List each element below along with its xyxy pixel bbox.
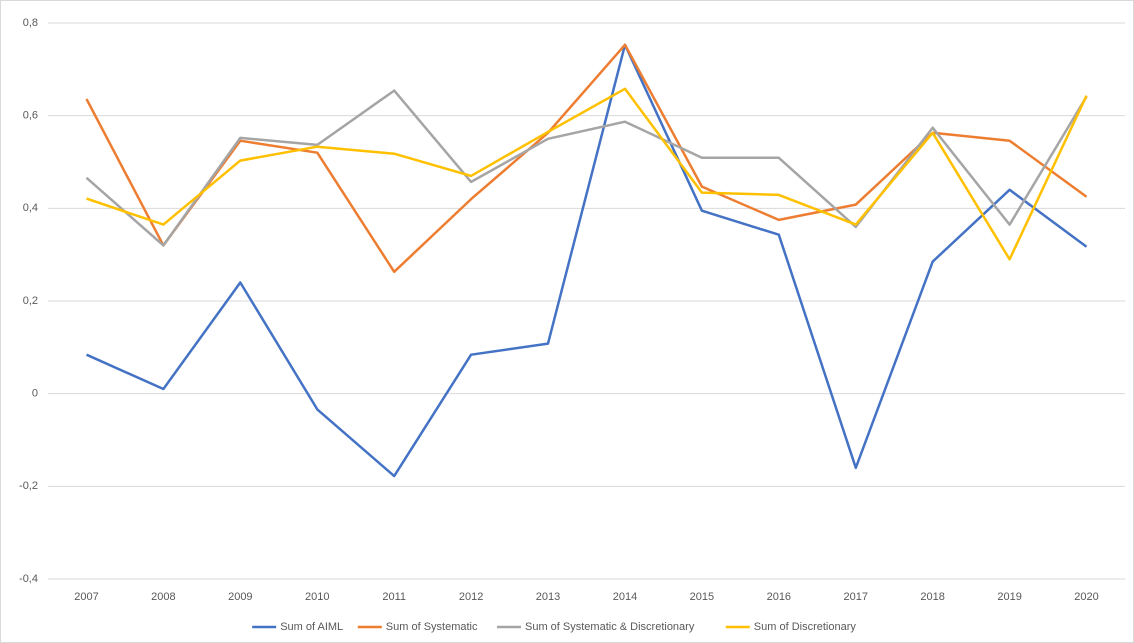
x-tick-label: 2013 [536, 591, 560, 603]
x-tick-label: 2011 [382, 591, 406, 603]
x-tick-label: 2015 [690, 591, 714, 603]
y-tick-label: 0,2 [23, 295, 38, 307]
y-tick-label: -0,2 [19, 480, 38, 492]
y-tick-label: 0,8 [23, 17, 38, 29]
x-tick-label: 2012 [459, 591, 483, 603]
x-tick-label: 2014 [613, 591, 637, 603]
x-tick-label: 2008 [151, 591, 175, 603]
x-tick-label: 2019 [997, 591, 1021, 603]
series-line [86, 87, 1088, 261]
y-tick-label: 0,4 [23, 202, 38, 214]
series-line [85, 43, 1088, 478]
legend-label: Sum of Systematic [386, 621, 478, 633]
legend-label: Sum of AIML [280, 621, 343, 633]
x-tick-label: 2007 [74, 591, 98, 603]
series-line [85, 89, 1088, 247]
legend-label: Sum of Systematic & Discretionary [525, 621, 695, 633]
y-tick-label: 0,6 [23, 110, 38, 122]
y-tick-label: 0 [32, 388, 38, 400]
y-tick-label: -0,4 [19, 573, 38, 585]
x-tick-label: 2018 [920, 591, 944, 603]
legend-label: Sum of Discretionary [754, 621, 857, 633]
x-tick-label: 2016 [767, 591, 791, 603]
x-tick-label: 2017 [844, 591, 868, 603]
x-tick-label: 2020 [1074, 591, 1098, 603]
x-tick-label: 2010 [305, 591, 329, 603]
x-tick-label: 2009 [228, 591, 252, 603]
